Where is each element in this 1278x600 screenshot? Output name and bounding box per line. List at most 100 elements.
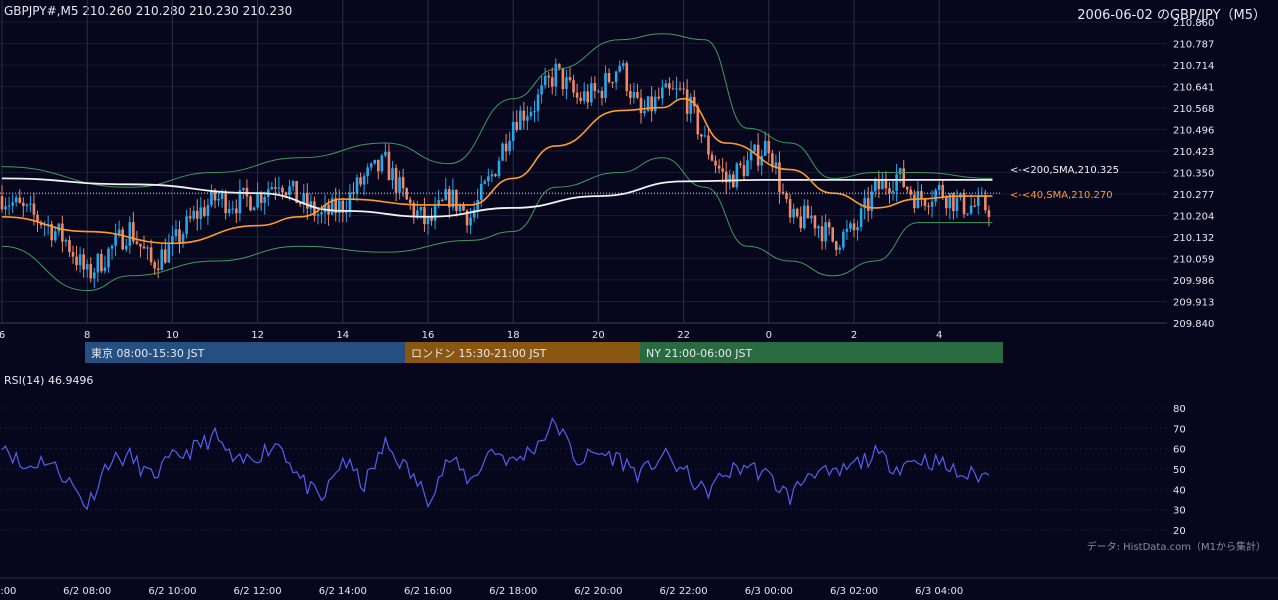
candle-body <box>543 75 547 86</box>
candle-body <box>298 203 302 205</box>
candle-body <box>437 200 440 207</box>
candle-body <box>682 88 685 90</box>
candle-body <box>760 155 763 166</box>
candle-body <box>156 268 160 270</box>
candle-body <box>785 192 788 200</box>
candle-body <box>256 193 259 208</box>
candle-body <box>661 87 664 99</box>
price-tick-label: 210.350 <box>1173 169 1214 180</box>
candle-body <box>231 208 235 210</box>
candle-body <box>636 91 639 98</box>
candle-body <box>689 96 692 114</box>
candle-body <box>898 168 902 175</box>
candle-body <box>788 199 792 218</box>
candle-body <box>969 205 973 214</box>
candle-body <box>621 63 625 66</box>
candle-body <box>522 110 526 121</box>
candle-body <box>490 174 494 177</box>
candle-body <box>430 217 433 221</box>
candle-body <box>494 174 497 177</box>
candle-body <box>558 63 561 68</box>
session-label: 東京 08:00-15:30 JST <box>91 346 205 360</box>
candle-body <box>721 168 724 172</box>
candle-body <box>831 227 834 242</box>
candle-body <box>625 63 629 92</box>
candle-body <box>806 205 810 219</box>
candle-body <box>419 206 423 211</box>
candle-body <box>987 210 991 217</box>
candle-body <box>792 208 795 218</box>
candle-body <box>380 155 384 172</box>
candle-body <box>462 204 465 211</box>
time-tick-label: 2 <box>851 330 857 341</box>
time-tick-label: 8 <box>84 330 90 341</box>
candle-body <box>178 229 181 244</box>
candle-body <box>547 75 550 78</box>
sma40-label: <-<40,SMA,210.270 <box>1010 190 1113 201</box>
session-bar <box>640 342 1003 363</box>
candle-body <box>597 90 600 92</box>
candle-body <box>284 192 288 196</box>
candle-body <box>377 159 380 172</box>
candle-body <box>519 110 522 130</box>
candle-body <box>593 83 597 92</box>
candle-body <box>526 116 529 121</box>
candle-body <box>881 180 884 190</box>
candle-body <box>803 205 806 229</box>
candle-body <box>611 82 614 84</box>
time-tick-label: 20 <box>592 330 605 341</box>
candle-body <box>590 83 593 103</box>
time-tick-label: 16 <box>422 330 435 341</box>
candle-body <box>902 168 905 187</box>
candle-body <box>164 249 167 263</box>
candle-body <box>632 91 636 98</box>
candle-body <box>781 191 785 193</box>
candle-body <box>859 208 863 228</box>
candle-body <box>827 222 831 228</box>
candle-body <box>937 184 941 191</box>
candle-body <box>245 187 249 197</box>
candle-body <box>952 193 955 212</box>
candle-body <box>685 89 689 114</box>
candle-body <box>391 168 394 181</box>
candle-body <box>895 174 898 191</box>
rsi-tick-label: 40 <box>1173 485 1186 496</box>
candle-body <box>604 73 607 99</box>
candle-body <box>316 214 320 216</box>
candle-body <box>703 135 707 137</box>
rsi-title: RSI(14) 46.9496 <box>4 374 93 387</box>
candle-body <box>25 204 29 206</box>
candle-body <box>43 224 46 226</box>
candle-body <box>884 180 888 189</box>
rsi-line <box>1 417 990 511</box>
candle-body <box>110 245 114 249</box>
price-tick-label: 210.132 <box>1173 233 1214 244</box>
candle-body <box>401 177 405 189</box>
price-tick-label: 209.986 <box>1173 276 1214 287</box>
candle-body <box>646 96 650 111</box>
candle-body <box>795 208 799 217</box>
candle-body <box>7 205 11 207</box>
candle-body <box>554 63 558 87</box>
candle-body <box>483 181 487 184</box>
candle-body <box>75 256 78 266</box>
bottom-time-label: 06:00 <box>0 586 16 597</box>
candle-body <box>217 198 220 201</box>
candle-body <box>504 143 508 152</box>
candle-body <box>714 160 717 166</box>
candle-body <box>845 228 849 232</box>
candle-body <box>32 203 36 215</box>
candle-body <box>334 198 337 214</box>
candle-body <box>153 262 156 269</box>
candle-body <box>78 254 82 266</box>
candle-body <box>877 179 881 190</box>
candle-body <box>657 96 661 99</box>
candle-body <box>650 96 653 112</box>
sma40-line <box>1 97 993 245</box>
candle-body <box>742 165 746 177</box>
candle-body <box>455 189 458 212</box>
candle-body <box>206 205 210 216</box>
candle-body <box>820 226 824 242</box>
bottom-time-label: 6/3 00:00 <box>745 586 793 597</box>
price-tick-label: 210.277 <box>1173 190 1214 201</box>
